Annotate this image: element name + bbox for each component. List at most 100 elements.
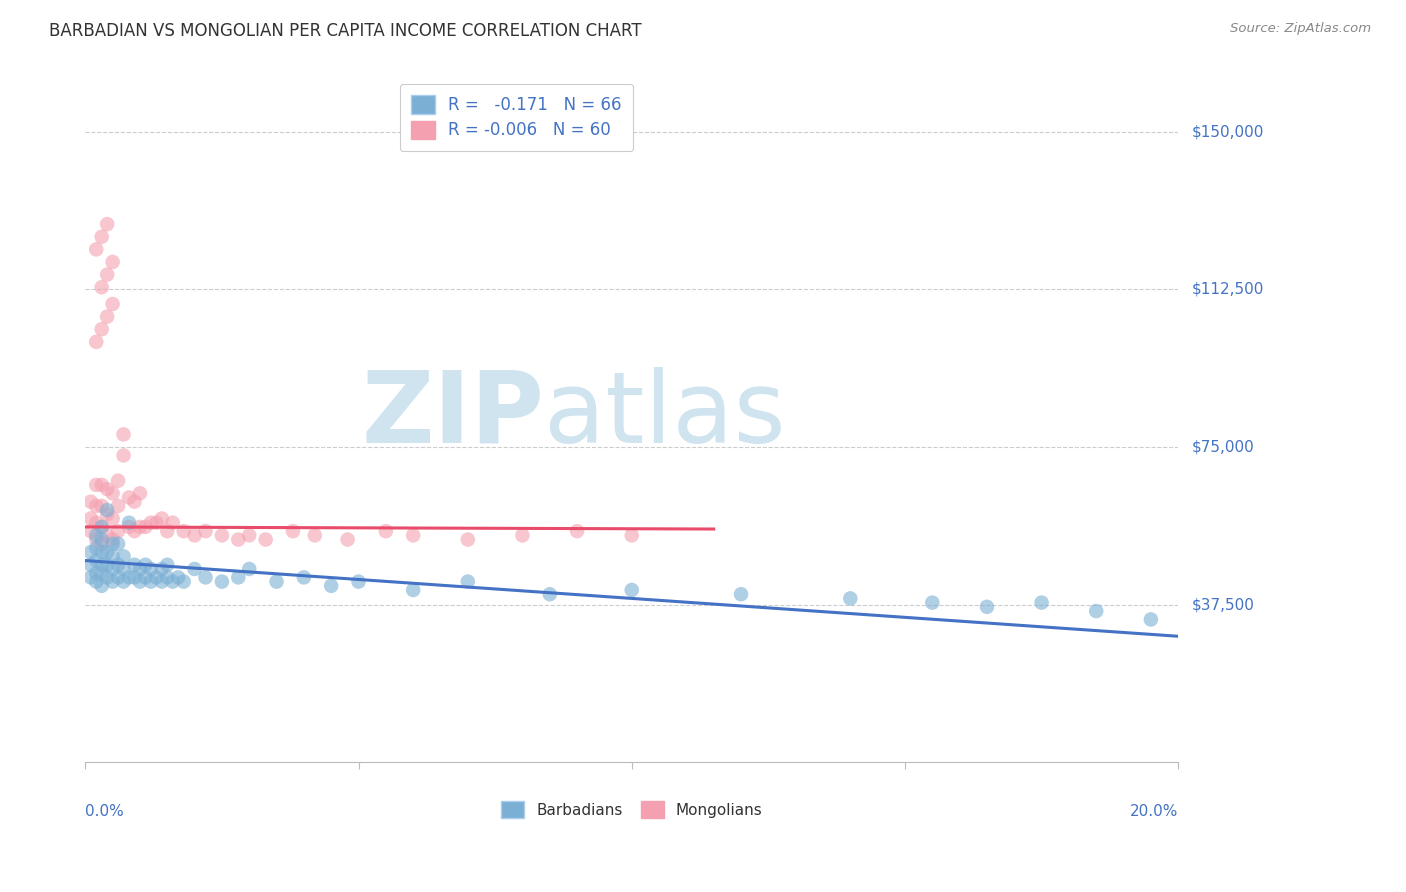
Point xyxy=(90,545,112,559)
Point xyxy=(124,524,146,538)
Point xyxy=(80,524,103,538)
Point xyxy=(304,528,326,542)
Point xyxy=(80,494,103,508)
Point xyxy=(96,545,118,559)
Point xyxy=(156,570,179,584)
Point xyxy=(226,533,249,547)
Text: $150,000: $150,000 xyxy=(1192,124,1264,139)
Text: 20.0%: 20.0% xyxy=(1130,804,1178,819)
Point xyxy=(84,243,107,257)
Point xyxy=(150,511,173,525)
Point xyxy=(96,503,118,517)
Point xyxy=(238,562,260,576)
Point xyxy=(183,562,205,576)
Point xyxy=(118,570,141,584)
Point xyxy=(101,486,124,500)
Text: $75,000: $75,000 xyxy=(1192,440,1254,455)
Point xyxy=(118,520,141,534)
Point xyxy=(96,217,118,231)
Point xyxy=(129,486,152,500)
Point xyxy=(321,579,343,593)
Point xyxy=(96,310,118,324)
Point xyxy=(183,528,205,542)
Point xyxy=(101,297,124,311)
Point xyxy=(173,524,195,538)
Point xyxy=(112,574,135,589)
Point xyxy=(211,574,233,589)
Point xyxy=(167,570,190,584)
Point xyxy=(139,562,162,576)
Point xyxy=(84,574,107,589)
Point xyxy=(107,570,129,584)
Point xyxy=(90,520,112,534)
Point xyxy=(90,229,112,244)
Point xyxy=(107,499,129,513)
Point xyxy=(90,478,112,492)
Point xyxy=(90,558,112,572)
Point xyxy=(107,524,129,538)
Point xyxy=(84,478,107,492)
Point xyxy=(90,280,112,294)
Point xyxy=(84,533,107,547)
Point xyxy=(139,516,162,530)
Point xyxy=(90,322,112,336)
Point xyxy=(150,574,173,589)
Point xyxy=(124,570,146,584)
Point xyxy=(139,574,162,589)
Point xyxy=(80,545,103,559)
Point xyxy=(1031,596,1053,610)
Point xyxy=(112,562,135,576)
Point xyxy=(730,587,752,601)
Point xyxy=(374,524,396,538)
Point xyxy=(134,520,156,534)
Point xyxy=(101,549,124,564)
Point xyxy=(96,508,118,522)
Point xyxy=(129,574,152,589)
Point xyxy=(266,574,288,589)
Point xyxy=(194,524,217,538)
Point xyxy=(565,524,588,538)
Point xyxy=(96,570,118,584)
Point xyxy=(107,537,129,551)
Point xyxy=(281,524,304,538)
Point xyxy=(134,558,156,572)
Point xyxy=(107,474,129,488)
Point xyxy=(112,549,135,564)
Point xyxy=(336,533,359,547)
Point xyxy=(1140,612,1163,626)
Point xyxy=(90,533,112,547)
Point xyxy=(238,528,260,542)
Point xyxy=(107,558,129,572)
Point xyxy=(80,511,103,525)
Point xyxy=(150,562,173,576)
Legend: Barbadians, Mongolians: Barbadians, Mongolians xyxy=(495,796,769,824)
Text: ZIP: ZIP xyxy=(361,367,544,464)
Point xyxy=(112,427,135,442)
Point xyxy=(129,520,152,534)
Point xyxy=(118,516,141,530)
Point xyxy=(90,499,112,513)
Point xyxy=(921,596,943,610)
Point xyxy=(80,558,103,572)
Point xyxy=(457,574,479,589)
Point xyxy=(124,494,146,508)
Point xyxy=(292,570,315,584)
Point xyxy=(156,558,179,572)
Point xyxy=(173,574,195,589)
Text: atlas: atlas xyxy=(544,367,786,464)
Text: BARBADIAN VS MONGOLIAN PER CAPITA INCOME CORRELATION CHART: BARBADIAN VS MONGOLIAN PER CAPITA INCOME… xyxy=(49,22,641,40)
Point xyxy=(1085,604,1108,618)
Point xyxy=(96,558,118,572)
Text: Source: ZipAtlas.com: Source: ZipAtlas.com xyxy=(1230,22,1371,36)
Point xyxy=(84,499,107,513)
Point xyxy=(347,574,370,589)
Point xyxy=(226,570,249,584)
Point xyxy=(156,524,179,538)
Point xyxy=(101,537,124,551)
Point xyxy=(124,558,146,572)
Point xyxy=(90,579,112,593)
Point xyxy=(101,562,124,576)
Point xyxy=(402,582,425,597)
Point xyxy=(90,537,112,551)
Point xyxy=(96,528,118,542)
